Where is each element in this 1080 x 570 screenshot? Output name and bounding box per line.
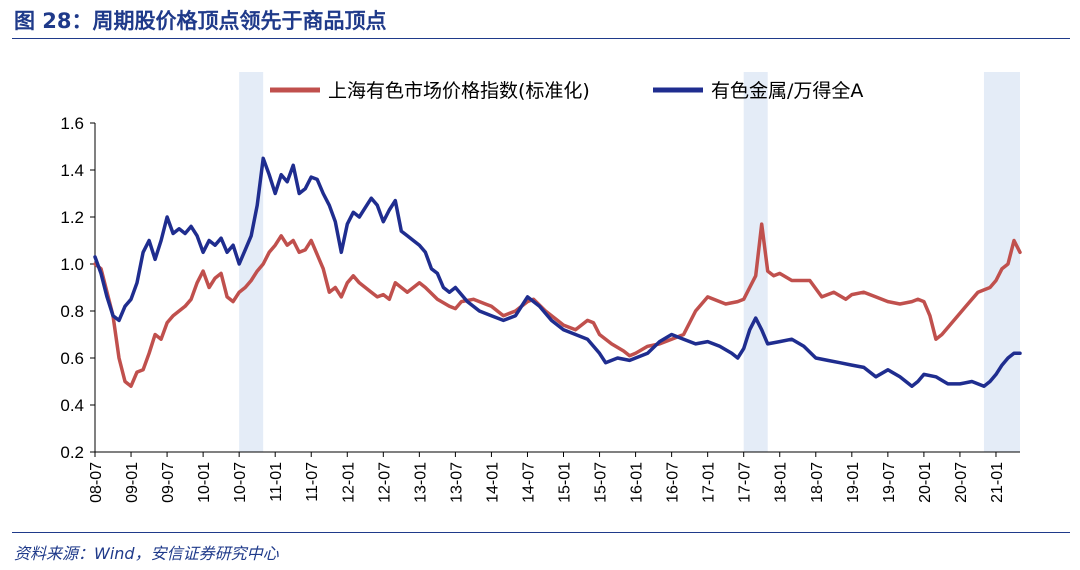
y-tick-label: 0.4: [60, 396, 84, 415]
x-tick-label: 10-07: [232, 462, 249, 503]
shaded-periods: [239, 72, 1020, 452]
legend: 上海有色市场价格指数(标准化) 有色金属/万得全A: [270, 80, 863, 102]
legend-label-1: 上海有色市场价格指数(标准化): [328, 80, 590, 102]
x-tick-label: 14-07: [520, 462, 537, 503]
x-tick-label: 15-07: [593, 462, 610, 503]
figure-title: 图 28：周期股价格顶点领先于商品顶点: [14, 9, 387, 33]
title-divider: [12, 38, 1070, 39]
x-tick-label: 17-07: [737, 462, 754, 503]
shaded-period-1: [239, 72, 264, 452]
x-tick-label: 12-01: [340, 462, 357, 503]
x-tick-label: 17-01: [701, 462, 718, 503]
y-tick-label: 1.6: [60, 114, 84, 133]
x-tick-label: 14-01: [484, 462, 501, 503]
x-tick-label: 21-01: [989, 462, 1006, 503]
x-tick-label: 20-07: [953, 462, 970, 503]
x-tick-label: 19-07: [881, 462, 898, 503]
y-tick-label: 0.6: [60, 349, 84, 368]
x-tick-label: 15-01: [557, 462, 574, 503]
x-tick-label: 19-01: [845, 462, 862, 503]
x-tick-label: 11-07: [304, 462, 321, 502]
y-tick-label: 0.2: [60, 443, 84, 462]
x-tick-label: 13-07: [448, 462, 465, 503]
x-tick-label: 13-01: [412, 462, 429, 503]
y-tick-label: 1.2: [60, 208, 84, 227]
x-tick-label: 10-01: [196, 462, 213, 503]
y-tick-label: 1.4: [60, 161, 84, 180]
x-tick-label: 16-07: [665, 462, 682, 503]
x-tick-label: 08-07: [88, 462, 105, 503]
x-tick-label: 20-01: [917, 462, 934, 503]
x-tick-label: 11-01: [268, 462, 285, 502]
y-tick-label: 1.0: [60, 255, 84, 274]
x-tick-label: 16-01: [629, 462, 646, 503]
shaded-period-3: [983, 72, 1020, 452]
y-tick-label: 0.8: [60, 302, 84, 321]
axes: 0.2 0.4 0.6 0.8 1.0 1.2 1.4 1.6 08-07 09-01 09-07 1…: [60, 114, 1020, 503]
x-tick-label: 18-01: [773, 462, 790, 503]
series-line-2: [93, 156, 1022, 388]
series-line-1: [93, 222, 1022, 388]
legend-label-2: 有色金属/万得全A: [711, 80, 863, 102]
x-tick-label: 18-07: [809, 462, 826, 503]
x-tick-label: 12-07: [376, 462, 393, 503]
series-lines: [93, 156, 1022, 388]
x-tick-label: 09-07: [160, 462, 177, 503]
x-tick-label: 09-01: [124, 462, 141, 503]
source-note: 资料来源：Wind，安信证券研究中心: [14, 544, 279, 563]
footer-divider: [12, 532, 1070, 533]
